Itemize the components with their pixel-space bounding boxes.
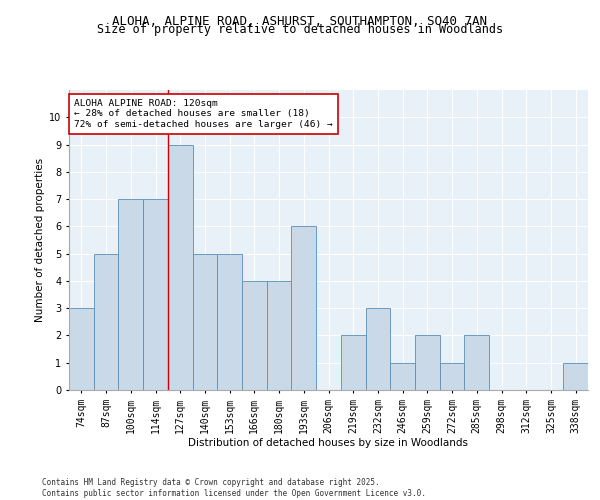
Bar (69, 308, 94, 390)
Bar (292, 226, 316, 390)
Bar (390, 362, 415, 390)
X-axis label: Distribution of detached houses by size in Woodlands: Distribution of detached houses by size … (188, 438, 469, 448)
Bar (365, 308, 390, 390)
Bar (168, 144, 193, 390)
Bar (440, 362, 464, 390)
Bar (341, 336, 365, 390)
Bar (118, 199, 143, 390)
Bar (217, 254, 242, 390)
Bar (143, 199, 168, 390)
Bar (464, 336, 489, 390)
Text: ALOHA ALPINE ROAD: 120sqm
← 28% of detached houses are smaller (18)
72% of semi-: ALOHA ALPINE ROAD: 120sqm ← 28% of detac… (74, 99, 333, 129)
Bar (415, 336, 440, 390)
Text: ALOHA, ALPINE ROAD, ASHURST, SOUTHAMPTON, SO40 7AN: ALOHA, ALPINE ROAD, ASHURST, SOUTHAMPTON… (113, 15, 487, 28)
Bar (193, 254, 217, 390)
Bar (563, 362, 588, 390)
Bar (242, 281, 267, 390)
Text: Contains HM Land Registry data © Crown copyright and database right 2025.
Contai: Contains HM Land Registry data © Crown c… (42, 478, 426, 498)
Y-axis label: Number of detached properties: Number of detached properties (35, 158, 45, 322)
Bar (267, 281, 292, 390)
Bar (94, 254, 118, 390)
Text: Size of property relative to detached houses in Woodlands: Size of property relative to detached ho… (97, 22, 503, 36)
